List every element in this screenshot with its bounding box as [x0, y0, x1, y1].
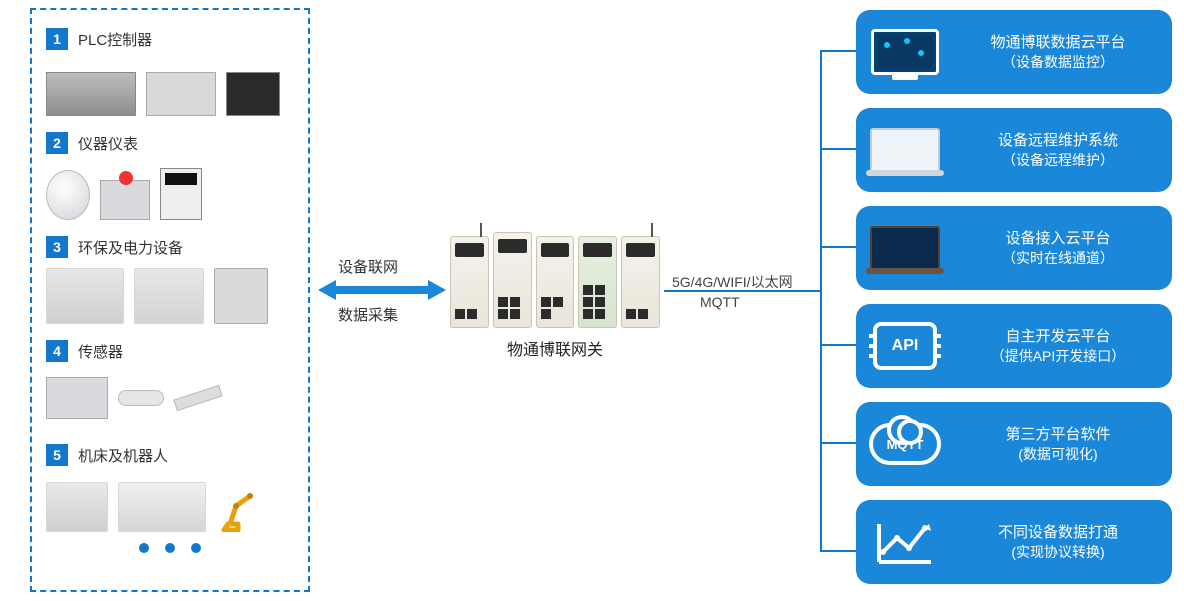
group-title: 仪器仪表	[78, 133, 138, 154]
service-card-mqtt: MQTT 第三方平台软件 (数据可视化)	[856, 402, 1172, 486]
sensor-box-icon	[46, 377, 108, 419]
plc-rack-icon	[146, 72, 216, 116]
group-title: PLC控制器	[78, 29, 152, 50]
env-equip-icon	[46, 268, 124, 324]
service-subtitle: (数据可视化)	[958, 445, 1158, 465]
bidirectional-arrow-icon	[318, 278, 446, 302]
group-title: 传感器	[78, 341, 123, 362]
gateway-device-icon	[450, 236, 489, 328]
service-title: 不同设备数据打通	[958, 522, 1158, 543]
pager-dot	[139, 543, 149, 553]
group-index-badge: 3	[46, 236, 68, 258]
pager-dot	[165, 543, 175, 553]
connector-branch	[820, 344, 856, 346]
group-index-badge: 1	[46, 28, 68, 50]
service-subtitle: （实时在线通道）	[958, 249, 1158, 269]
label-mqtt: MQTT	[700, 294, 740, 310]
service-title: 自主开发云平台	[958, 326, 1158, 347]
service-title: 第三方平台软件	[958, 424, 1158, 445]
plc-black-icon	[226, 72, 280, 116]
device-group-instruments: 2 仪器仪表	[46, 132, 294, 220]
group-index-badge: 4	[46, 340, 68, 362]
group-index-badge: 2	[46, 132, 68, 154]
device-group-machines: 5 机床及机器人	[46, 444, 294, 532]
service-card-api: API 自主开发云平台 （提供API开发接口）	[856, 304, 1172, 388]
gateway-caption: 物通博联网关	[450, 336, 660, 360]
service-title: 设备接入云平台	[958, 228, 1158, 249]
door-sensor-icon	[173, 385, 222, 411]
smoke-sensor-icon	[118, 390, 164, 406]
connector-branch	[820, 550, 856, 552]
gateway-device-icon	[578, 236, 617, 328]
connector-branch	[820, 246, 856, 248]
service-card-protocol-conv: 不同设备数据打通 (实现协议转换)	[856, 500, 1172, 584]
service-card-remote-maint: 设备远程维护系统 （设备远程维护）	[856, 108, 1172, 192]
service-subtitle: （设备远程维护）	[958, 151, 1158, 171]
laptop-dark-icon	[866, 218, 944, 278]
connector-branch	[820, 442, 856, 444]
services-column: 物通博联数据云平台 （设备数据监控） 设备远程维护系统 （设备远程维护） 设备接…	[856, 10, 1172, 584]
connector-branch	[820, 50, 856, 52]
connector-branch	[820, 148, 856, 150]
gateway-cluster: 物通博联网关	[450, 232, 660, 360]
lathe-icon	[46, 482, 108, 532]
device-group-env-power: 3 环保及电力设备	[46, 236, 294, 324]
label-network-protocols: 5G/4G/WIFI/以太网	[672, 272, 793, 292]
group-title: 环保及电力设备	[78, 237, 183, 258]
robot-arm-icon	[216, 478, 256, 532]
pager-dots	[46, 540, 294, 558]
device-group-sensors: 4 传感器	[46, 340, 294, 428]
label-data-collection: 数据采集	[338, 304, 398, 325]
group-title: 机床及机器人	[78, 445, 168, 466]
gateway-device-icon	[621, 236, 660, 328]
plc-module-icon	[46, 72, 136, 116]
service-card-access-cloud: 设备接入云平台 （实时在线通道）	[856, 206, 1172, 290]
mqtt-cloud-icon: MQTT	[866, 414, 944, 474]
connector-trunk	[820, 50, 822, 552]
service-subtitle: (实现协议转换)	[958, 543, 1158, 563]
monitor-icon	[866, 22, 944, 82]
service-card-cloud-platform: 物通博联数据云平台 （设备数据监控）	[856, 10, 1172, 94]
valve-icon	[100, 180, 150, 220]
gateway-device-icon	[536, 236, 575, 328]
cabinet-icon	[214, 268, 268, 324]
chart-line-icon	[866, 512, 944, 572]
service-subtitle: （设备数据监控）	[958, 53, 1158, 73]
device-categories-panel: 1 PLC控制器 2 仪器仪表 3 环保及电力设备	[30, 8, 310, 592]
service-title: 设备远程维护系统	[958, 130, 1158, 151]
service-subtitle: （提供API开发接口）	[958, 347, 1158, 367]
power-plant-icon	[134, 268, 204, 324]
meter-icon	[160, 168, 202, 220]
group-index-badge: 5	[46, 444, 68, 466]
api-chip-icon: API	[866, 316, 944, 376]
pager-dot	[191, 543, 201, 553]
cnc-icon	[118, 482, 206, 532]
connector-line	[664, 290, 822, 292]
gateway-device-icon	[493, 232, 532, 328]
laptop-icon	[866, 120, 944, 180]
camera-icon	[46, 170, 90, 220]
service-title: 物通博联数据云平台	[958, 32, 1158, 53]
label-device-networking: 设备联网	[338, 256, 398, 277]
device-group-plc: 1 PLC控制器	[46, 28, 294, 116]
